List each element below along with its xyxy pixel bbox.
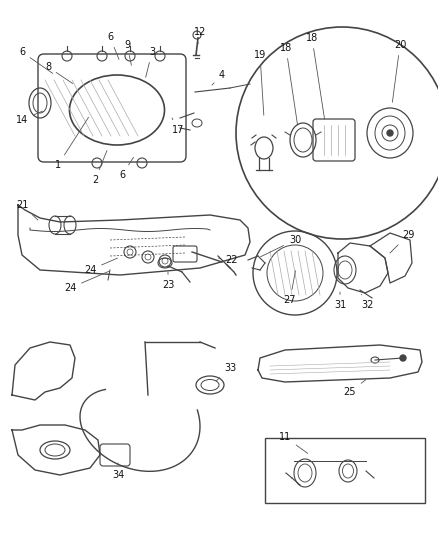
Circle shape — [400, 355, 406, 361]
Text: 12: 12 — [194, 27, 206, 44]
Text: 31: 31 — [334, 292, 346, 310]
Text: 29: 29 — [390, 230, 414, 253]
Text: 6: 6 — [107, 32, 119, 59]
Text: 6: 6 — [19, 47, 53, 74]
Text: 8: 8 — [45, 62, 73, 84]
Bar — [265, 438, 425, 503]
Text: 2: 2 — [92, 150, 107, 185]
Text: 22: 22 — [219, 255, 238, 265]
Circle shape — [387, 130, 393, 136]
Text: 18: 18 — [306, 33, 325, 119]
Text: 34: 34 — [112, 463, 124, 480]
Text: 4: 4 — [212, 70, 225, 85]
Text: 27: 27 — [284, 271, 296, 305]
Text: 17: 17 — [172, 118, 184, 135]
Text: 18: 18 — [280, 43, 297, 125]
Text: 19: 19 — [254, 50, 266, 115]
Text: 30: 30 — [261, 235, 301, 257]
Text: 14: 14 — [16, 111, 42, 125]
Text: 9: 9 — [124, 40, 131, 65]
Text: 24: 24 — [64, 271, 110, 293]
Text: 6: 6 — [119, 157, 134, 180]
Text: 23: 23 — [162, 272, 174, 290]
Text: 32: 32 — [361, 294, 374, 310]
Text: 1: 1 — [55, 117, 88, 170]
Text: 24: 24 — [84, 258, 117, 275]
Text: 3: 3 — [146, 47, 155, 77]
Text: 25: 25 — [344, 379, 366, 397]
Text: 33: 33 — [216, 363, 236, 381]
Text: 20: 20 — [392, 40, 406, 102]
Text: 21: 21 — [16, 200, 38, 220]
Text: 11: 11 — [279, 432, 308, 454]
